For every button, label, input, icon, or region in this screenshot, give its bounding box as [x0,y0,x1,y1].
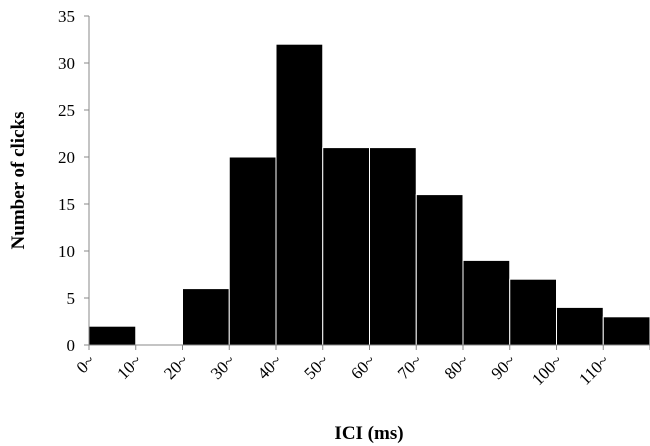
y-tick-label-0: 0 [67,336,76,355]
x-tick-label-7: 70~ [394,351,426,383]
x-tick-label-11: 110~ [575,351,613,389]
x-tick-label-0: 0~ [73,351,99,377]
x-tick-label-9: 90~ [487,351,519,383]
y-ticks-group: 0 5 10 15 20 25 30 35 [58,7,89,355]
x-ticks-group: 0~ 10~ 20~ 30~ 40~ 50~ 60~ 70~ 80~ 90~ 100~ 110~ [73,345,650,389]
x-tick-label-3: 30~ [207,351,239,383]
y-tick-label-4: 20 [58,148,75,167]
bar-8 [462,259,511,346]
x-tick-label-5: 50~ [300,351,332,383]
bar-0 [88,325,137,346]
bar-5 [322,147,370,346]
bar-6 [369,147,417,346]
bar-3 [228,156,277,346]
bar-9 [509,278,557,346]
bar-7 [415,194,464,346]
y-tick-label-2: 10 [58,242,75,261]
y-axis-title: Number of clicks [8,112,29,250]
bars-group [88,43,650,346]
y-tick-label-3: 15 [58,195,75,214]
bar-4 [275,43,324,346]
x-tick-label-6: 60~ [347,351,379,383]
y-tick-label-7: 35 [58,7,75,26]
bar-10 [556,306,604,346]
bar-11 [602,316,650,346]
y-tick-label-5: 25 [58,101,75,120]
x-tick-label-8: 80~ [441,351,473,383]
y-tick-label-1: 5 [67,289,76,308]
x-tick-label-4: 40~ [254,351,286,383]
x-tick-label-1: 10~ [113,351,145,383]
x-axis-title: ICI (ms) [334,423,403,444]
x-tick-label-2: 20~ [160,351,192,383]
x-tick-label-10: 100~ [528,351,566,389]
y-tick-label-6: 30 [58,54,75,73]
bar-2 [182,288,230,346]
